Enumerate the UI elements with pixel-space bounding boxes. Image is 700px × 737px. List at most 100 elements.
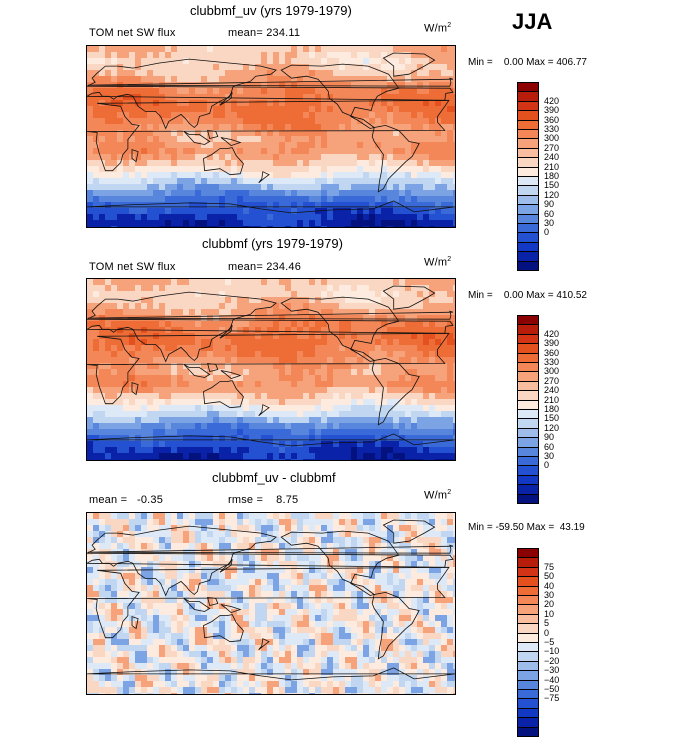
- map-cell: [345, 52, 352, 59]
- map-cell: [159, 411, 166, 418]
- map-cell: [453, 543, 455, 550]
- map-cell: [435, 327, 442, 334]
- map-cell: [93, 279, 100, 286]
- map-cell: [333, 591, 340, 598]
- map-cell: [273, 58, 280, 65]
- map-cell: [189, 52, 196, 59]
- map-cell: [129, 208, 136, 215]
- map-cell: [345, 214, 352, 221]
- map-cell: [93, 399, 100, 406]
- map-cell: [225, 573, 232, 580]
- map-cell: [189, 441, 196, 448]
- map-cell: [345, 543, 352, 550]
- map-cell: [333, 214, 340, 221]
- map-cell: [441, 226, 448, 227]
- map-cell: [267, 381, 274, 388]
- map-cell: [261, 58, 268, 65]
- map-cell: [375, 429, 382, 436]
- map-cell: [435, 220, 442, 227]
- map-cell: [195, 184, 202, 191]
- map-cell: [171, 46, 178, 53]
- map-cell: [441, 597, 448, 604]
- map-cell: [177, 160, 184, 167]
- map-cell: [141, 519, 148, 526]
- map-cell: [225, 178, 232, 185]
- map-cell: [159, 537, 166, 544]
- map-cell: [231, 591, 238, 598]
- map-cell: [327, 393, 334, 400]
- map-cell: [351, 351, 358, 358]
- map-cell: [327, 435, 334, 442]
- map-cell: [429, 94, 436, 101]
- map-cell: [291, 423, 298, 430]
- map-cell: [351, 178, 358, 185]
- map-cell: [303, 154, 310, 161]
- map-cell: [93, 303, 100, 310]
- map-cell: [273, 52, 280, 59]
- map-cell: [333, 585, 340, 592]
- map-cell: [87, 351, 94, 358]
- map-cell: [447, 190, 454, 197]
- map-cell: [117, 345, 124, 352]
- map-cell: [273, 423, 280, 430]
- map-cell: [249, 609, 256, 616]
- map-cell: [363, 321, 370, 328]
- map-cell: [117, 297, 124, 304]
- map-cell: [453, 190, 455, 197]
- map-cell: [363, 417, 370, 424]
- map-cell: [171, 226, 178, 227]
- map-cell: [201, 291, 208, 298]
- map-cell: [201, 309, 208, 316]
- map-cell: [315, 531, 322, 538]
- map-cell: [87, 214, 94, 221]
- map-cell: [297, 603, 304, 610]
- map-cell: [105, 441, 112, 448]
- map-cell: [189, 453, 196, 460]
- map-cell: [231, 585, 238, 592]
- map-cell: [285, 585, 292, 592]
- map-cell: [231, 297, 238, 304]
- map-cell: [249, 603, 256, 610]
- map-cell: [309, 561, 316, 568]
- map-cell: [399, 178, 406, 185]
- map-cell: [243, 118, 250, 125]
- map-cell: [99, 561, 106, 568]
- map-cell: [321, 327, 328, 334]
- map-cell: [453, 136, 455, 143]
- map-cell: [261, 387, 268, 394]
- map-cell: [285, 453, 292, 460]
- map-cell: [381, 124, 388, 131]
- map-cell: [111, 208, 118, 215]
- map-cell: [243, 411, 250, 418]
- map-cell: [381, 369, 388, 376]
- map-cell: [429, 585, 436, 592]
- map-cell: [177, 321, 184, 328]
- map-cell: [393, 459, 400, 460]
- map-cell: [147, 591, 154, 598]
- map-cell: [105, 537, 112, 544]
- map-cell: [243, 369, 250, 376]
- map-cell: [423, 279, 430, 286]
- map-cell: [267, 603, 274, 610]
- map-cell: [303, 579, 310, 586]
- map-cell: [201, 148, 208, 155]
- map-cell: [273, 525, 280, 532]
- map-cell: [237, 196, 244, 203]
- map-cell: [447, 393, 454, 400]
- map-cell: [249, 94, 256, 101]
- map-cell: [195, 393, 202, 400]
- map-cell: [147, 555, 154, 562]
- map-cell: [99, 525, 106, 532]
- map-cell: [165, 579, 172, 586]
- map-cell: [405, 399, 412, 406]
- map-cell: [435, 130, 442, 137]
- map-cell: [267, 345, 274, 352]
- map-cell: [183, 297, 190, 304]
- map-cell: [375, 285, 382, 292]
- map-cell: [387, 579, 394, 586]
- map-cell: [339, 525, 346, 532]
- map-cell: [99, 118, 106, 125]
- map-cell: [123, 393, 130, 400]
- map-cell: [195, 459, 202, 460]
- map-cell: [309, 100, 316, 107]
